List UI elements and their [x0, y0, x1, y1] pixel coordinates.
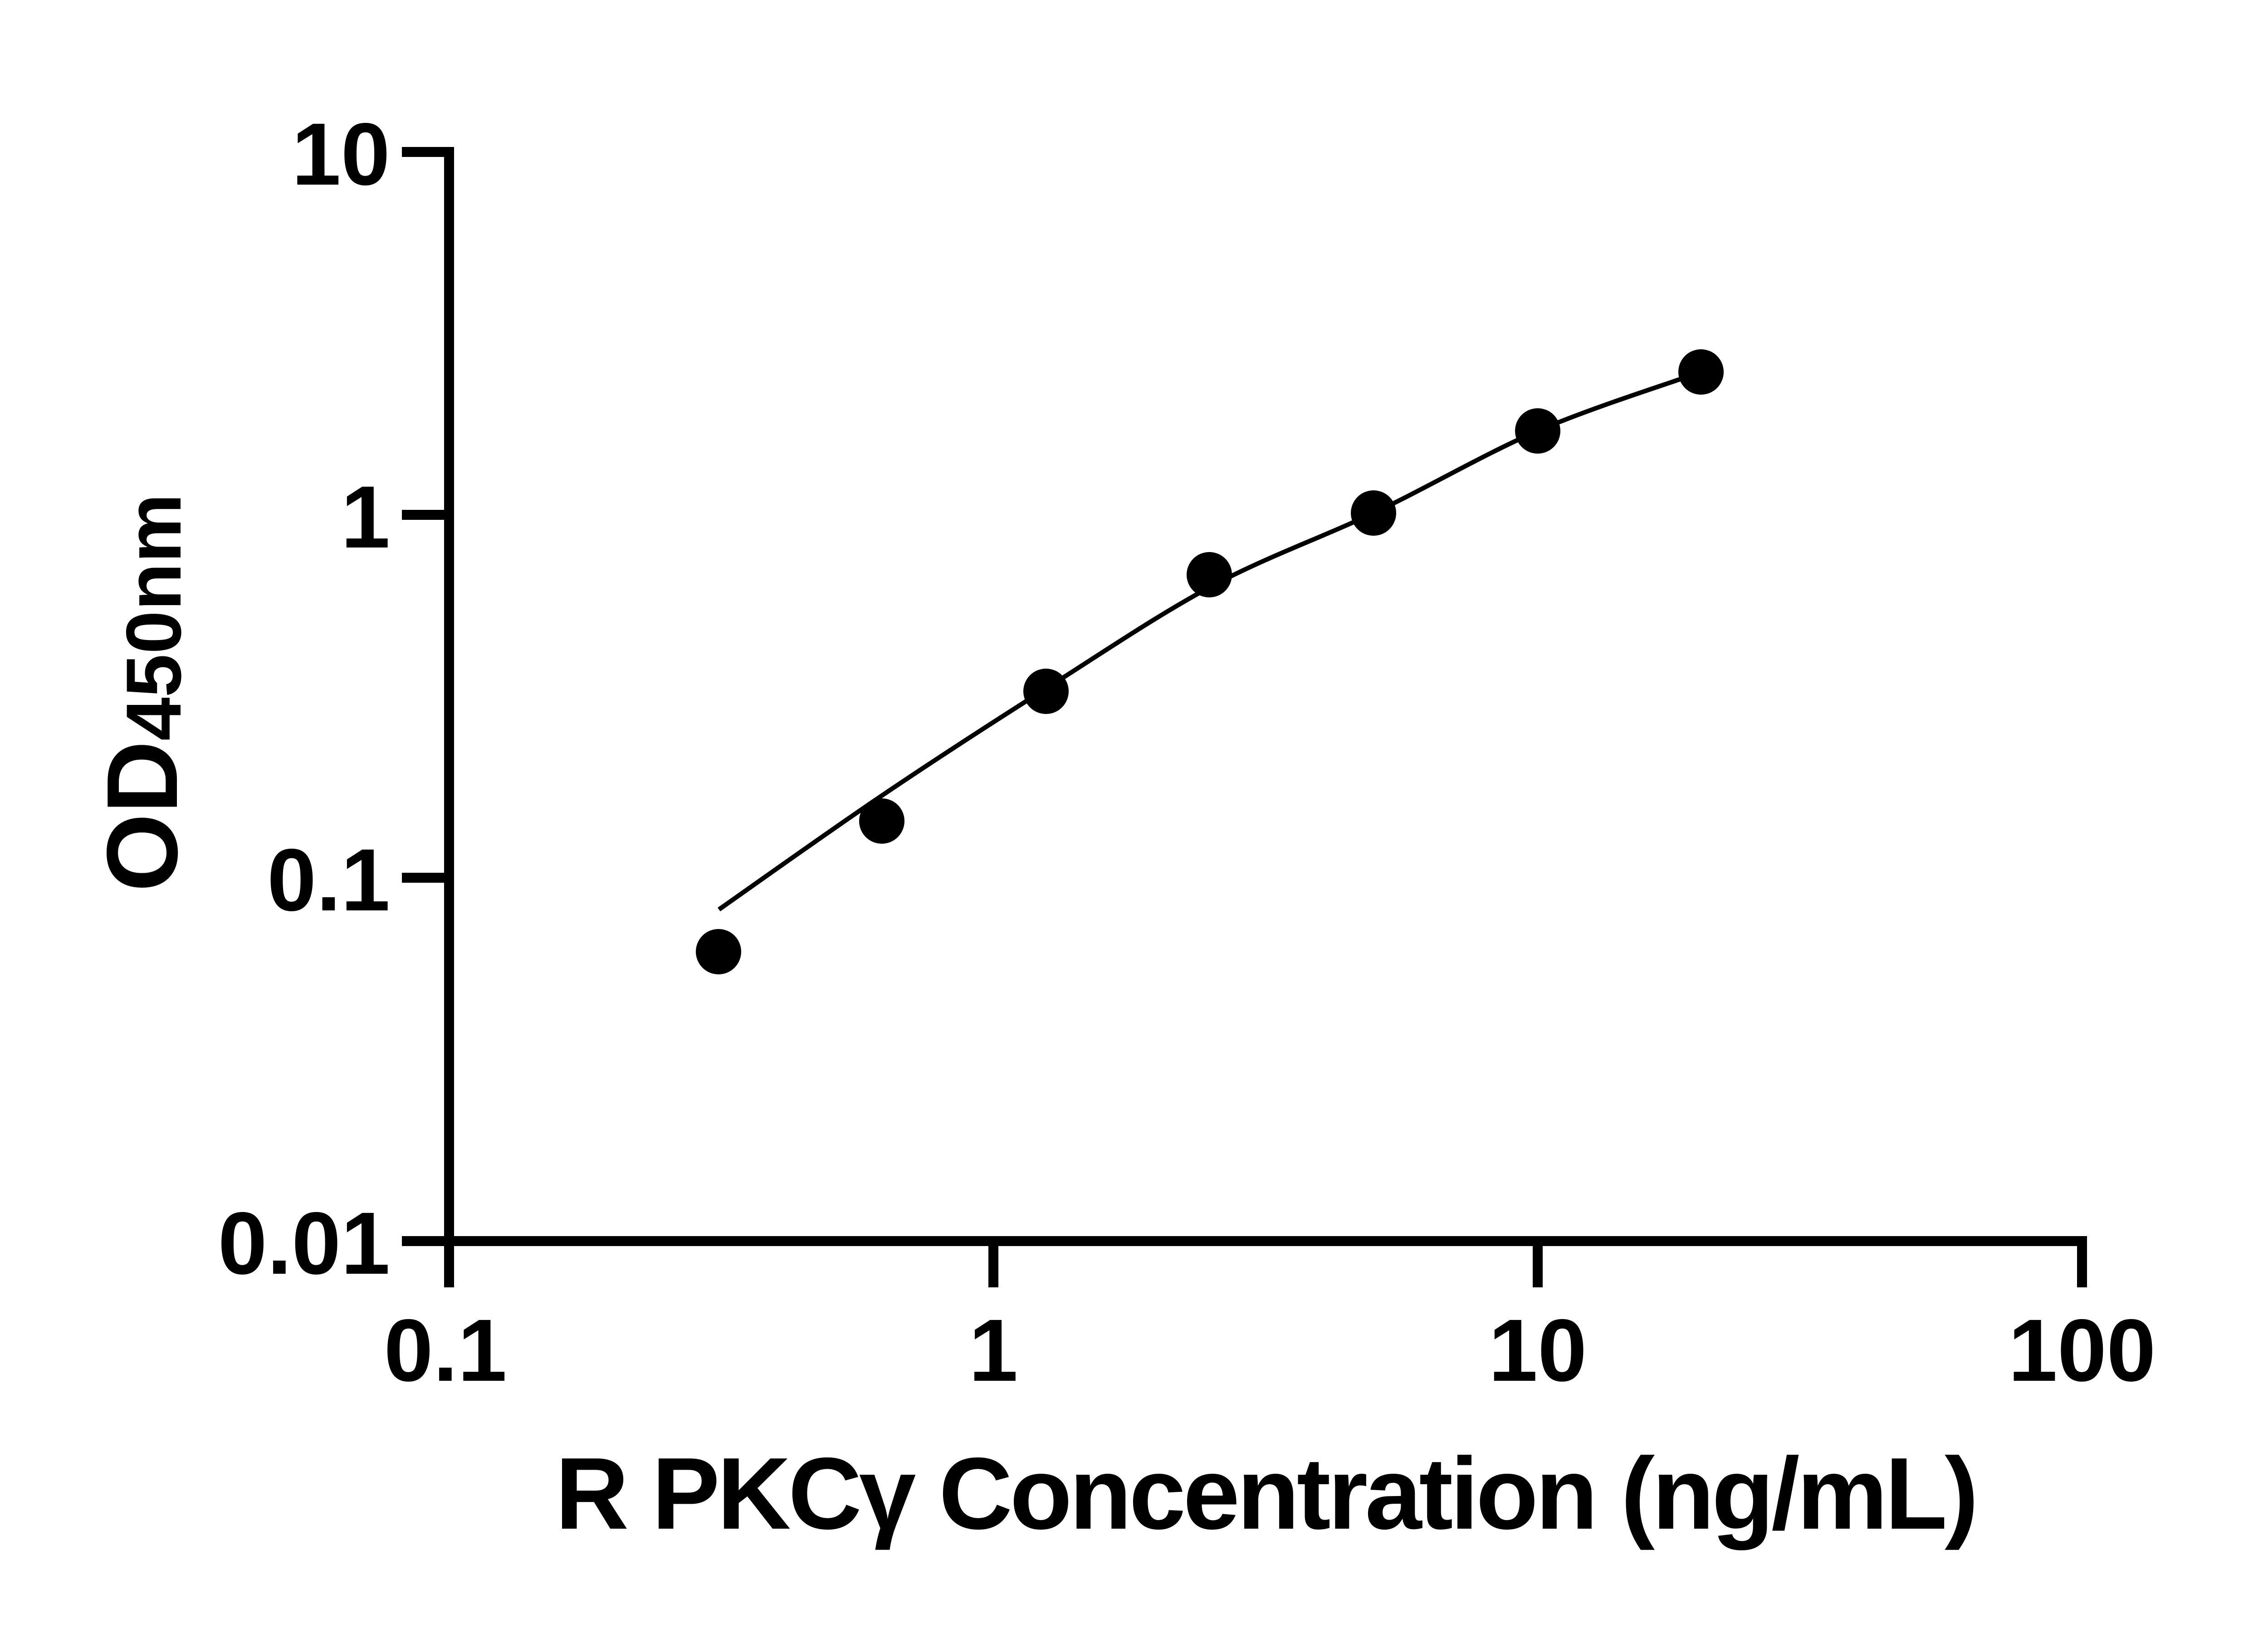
svg-text:0.1: 0.1 — [384, 1301, 507, 1400]
svg-text:R PKCγ Concentration (ng/mL): R PKCγ Concentration (ng/mL) — [555, 1436, 1976, 1550]
svg-text:0.1: 0.1 — [267, 831, 390, 929]
svg-text:0.01: 0.01 — [218, 1194, 390, 1293]
svg-text:100: 100 — [2008, 1301, 2156, 1400]
svg-text:10: 10 — [1489, 1301, 1587, 1400]
svg-text:1: 1 — [969, 1301, 1018, 1400]
svg-text:OD450nm: OD450nm — [86, 494, 199, 892]
svg-text:1: 1 — [341, 468, 390, 567]
svg-text:10: 10 — [292, 105, 390, 204]
